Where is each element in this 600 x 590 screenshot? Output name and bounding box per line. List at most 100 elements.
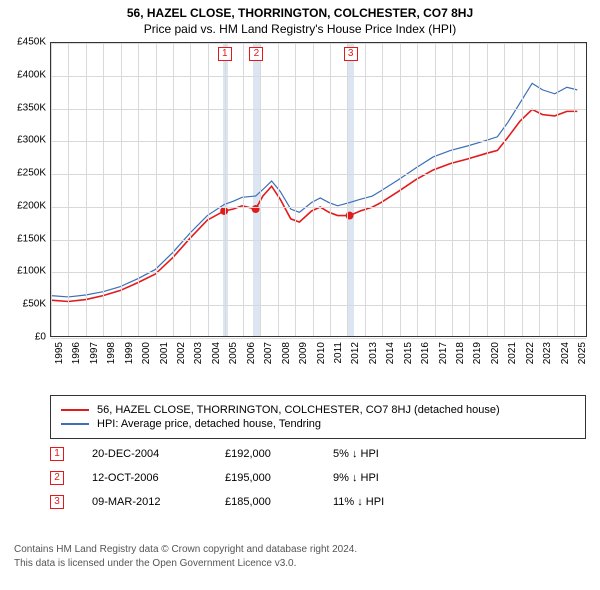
chart: 123 £0£50K£100K£150K£200K£250K£300K£350K… xyxy=(0,42,600,382)
chart-titles: 56, HAZEL CLOSE, THORRINGTON, COLCHESTER… xyxy=(0,0,600,36)
footer: Contains HM Land Registry data © Crown c… xyxy=(14,543,357,570)
sales-diff: 9% ↓ HPI xyxy=(333,472,443,484)
legend-row: 56, HAZEL CLOSE, THORRINGTON, COLCHESTER… xyxy=(61,404,575,416)
xtick-label: 2008 xyxy=(281,342,292,364)
footer-line1: Contains HM Land Registry data © Crown c… xyxy=(14,543,357,557)
sales-date: 20-DEC-2004 xyxy=(92,448,197,460)
xtick-label: 1999 xyxy=(124,342,135,364)
gridline-h xyxy=(51,338,586,339)
gridline-v xyxy=(557,43,558,336)
xtick-label: 2007 xyxy=(263,342,274,364)
xtick-label: 2001 xyxy=(159,342,170,364)
xtick-label: 2014 xyxy=(385,342,396,364)
xtick-label: 2019 xyxy=(472,342,483,364)
xtick-label: 2003 xyxy=(193,342,204,364)
ytick-label: £400K xyxy=(4,69,46,80)
sales-box: 3 xyxy=(50,495,64,509)
sales-date: 09-MAR-2012 xyxy=(92,496,197,508)
gridline-v xyxy=(278,43,279,336)
xtick-label: 2020 xyxy=(490,342,501,364)
xtick-label: 2005 xyxy=(228,342,239,364)
xtick-label: 1995 xyxy=(54,342,65,364)
legend-swatch xyxy=(61,423,89,425)
sales-price: £192,000 xyxy=(225,448,305,460)
xtick-label: 2017 xyxy=(438,342,449,364)
xtick-label: 1997 xyxy=(89,342,100,364)
gridline-v xyxy=(452,43,453,336)
gridline-v xyxy=(539,43,540,336)
xtick-label: 2012 xyxy=(350,342,361,364)
sales-diff: 11% ↓ HPI xyxy=(333,496,443,508)
ytick-label: £100K xyxy=(4,266,46,277)
gridline-v xyxy=(121,43,122,336)
sales-row: 212-OCT-2006£195,0009% ↓ HPI xyxy=(50,466,443,490)
xtick-label: 2000 xyxy=(141,342,152,364)
gridline-v xyxy=(487,43,488,336)
sale-marker-box: 2 xyxy=(249,47,263,61)
ytick-label: £350K xyxy=(4,102,46,113)
plot-area: 1 2 3 xyxy=(50,42,587,337)
legend: 56, HAZEL CLOSE, THORRINGTON, COLCHESTER… xyxy=(50,395,586,439)
sales-row: 3 09-MAR-2012 £185,000 11% ↓ HPI xyxy=(50,490,443,514)
gridline-h xyxy=(51,305,586,306)
gridline-v xyxy=(330,43,331,336)
sales-date: 12-OCT-2006 xyxy=(92,472,197,484)
ytick-label: £0 xyxy=(4,332,46,343)
gridline-v xyxy=(173,43,174,336)
gridline-h xyxy=(51,141,586,142)
sales-price: £185,000 xyxy=(225,496,305,508)
gridline-v xyxy=(347,43,348,336)
sales-row: 1 20-DEC-2004 £192,000 5% ↓ HPI xyxy=(50,442,443,466)
xtick-label: 2015 xyxy=(403,342,414,364)
sales-box: 2 xyxy=(50,471,64,485)
sale-marker-box: 1 xyxy=(218,47,232,61)
legend-label: HPI: Average price, detached house, Tend… xyxy=(97,418,321,430)
xtick-label: 2006 xyxy=(246,342,257,364)
gridline-v xyxy=(68,43,69,336)
gridline-v xyxy=(138,43,139,336)
gridline-v xyxy=(417,43,418,336)
xtick-label: 2022 xyxy=(525,342,536,364)
xtick-label: 2016 xyxy=(420,342,431,364)
title-main: 56, HAZEL CLOSE, THORRINGTON, COLCHESTER… xyxy=(0,6,600,20)
xtick-label: 2010 xyxy=(316,342,327,364)
gridline-v xyxy=(156,43,157,336)
sales-diff: 5% ↓ HPI xyxy=(333,448,443,460)
gridline-v xyxy=(574,43,575,336)
legend-swatch xyxy=(61,409,89,411)
gridline-v xyxy=(435,43,436,336)
gridline-v xyxy=(313,43,314,336)
xtick-label: 2018 xyxy=(455,342,466,364)
legend-row: HPI: Average price, detached house, Tend… xyxy=(61,418,575,430)
gridline-v xyxy=(295,43,296,336)
gridline-v xyxy=(522,43,523,336)
gridline-v xyxy=(400,43,401,336)
xtick-label: 2011 xyxy=(333,342,344,364)
title-sub: Price paid vs. HM Land Registry's House … xyxy=(0,22,600,36)
xtick-label: 2023 xyxy=(542,342,553,364)
ytick-label: £50K xyxy=(4,299,46,310)
xtick-label: 2004 xyxy=(211,342,222,364)
gridline-v xyxy=(208,43,209,336)
ytick-label: £200K xyxy=(4,200,46,211)
sales-table: 1 20-DEC-2004 £192,000 5% ↓ HPI 2 12-OCT-2006… xyxy=(50,442,443,514)
gridline-h xyxy=(51,109,586,110)
sales-box: 1 xyxy=(50,447,64,461)
ytick-label: £300K xyxy=(4,135,46,146)
gridline-h xyxy=(51,43,586,44)
ytick-label: £250K xyxy=(4,168,46,179)
gridline-v xyxy=(225,43,226,336)
gridline-h xyxy=(51,207,586,208)
xtick-label: 2024 xyxy=(560,342,571,364)
footer-line2: This data is licensed under the Open Gov… xyxy=(14,557,357,571)
gridline-h xyxy=(51,272,586,273)
legend-label: 56, HAZEL CLOSE, THORRINGTON, COLCHESTER… xyxy=(97,404,500,416)
gridline-v xyxy=(243,43,244,336)
gridline-v xyxy=(382,43,383,336)
gridline-v xyxy=(103,43,104,336)
sale-marker-box: 3 xyxy=(344,47,358,61)
xtick-label: 2009 xyxy=(298,342,309,364)
gridline-v xyxy=(190,43,191,336)
gridline-v xyxy=(504,43,505,336)
xtick-label: 2025 xyxy=(577,342,588,364)
